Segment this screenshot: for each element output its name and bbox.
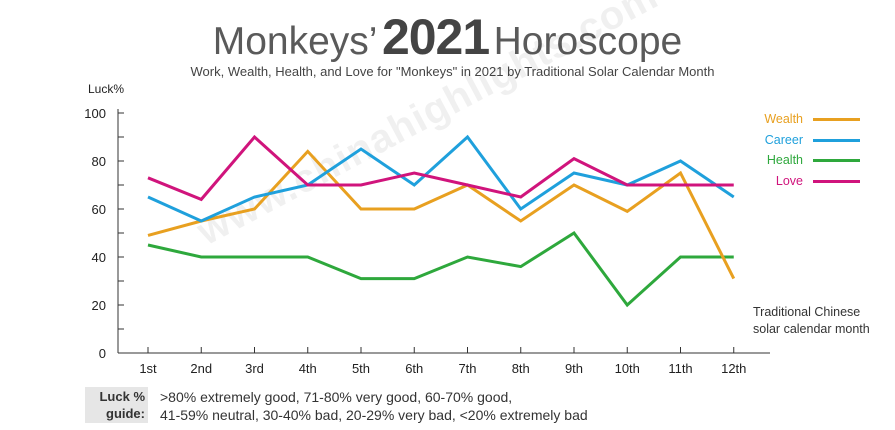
series-line-wealth xyxy=(147,149,736,280)
x-tick-label: 5th xyxy=(352,361,370,376)
y-tick-label: 80 xyxy=(92,154,106,169)
y-tick-label: 100 xyxy=(84,106,106,121)
y-tick-label: 20 xyxy=(92,298,106,313)
luck-guide-text: >80% extremely good, 71-80% very good, 6… xyxy=(160,388,588,424)
series-line-love xyxy=(147,134,734,202)
luck-guide-key-line1: Luck % xyxy=(99,389,145,404)
legend-item-health: Health xyxy=(755,153,865,174)
x-axis-label-line2: solar calendar month xyxy=(753,322,870,336)
x-tick-label: 6th xyxy=(405,361,423,376)
legend-swatch xyxy=(813,159,860,162)
y-tick-label: 40 xyxy=(92,250,106,265)
series-line-career xyxy=(147,134,735,223)
x-tick-label: 9th xyxy=(565,361,583,376)
legend-item-career: Career xyxy=(755,133,865,154)
legend-label: Love xyxy=(775,173,803,188)
luck-guide-key: Luck % guide: xyxy=(85,387,148,423)
luck-guide-line1: >80% extremely good, 71-80% very good, 6… xyxy=(160,389,513,405)
x-tick-label: 10th xyxy=(615,361,640,376)
legend: Wealth Career Health Love xyxy=(755,112,865,194)
legend-item-love: Love xyxy=(755,174,865,195)
y-tick-label: 0 xyxy=(99,346,106,361)
x-tick-label: 4th xyxy=(299,361,317,376)
x-axis-label: Traditional Chinese solar calendar month xyxy=(753,304,870,338)
legend-label: Health xyxy=(766,153,803,167)
legend-item-wealth: Wealth xyxy=(755,112,865,133)
x-tick-label: 8th xyxy=(512,361,530,376)
x-tick-label: 11th xyxy=(668,361,692,376)
legend-swatch xyxy=(813,179,860,183)
title-year: 2021 xyxy=(381,9,490,65)
x-tick-label: 2nd xyxy=(190,361,212,376)
luck-guide-line2: 41-59% neutral, 30-40% bad, 20-29% very … xyxy=(160,407,588,423)
x-tick-label: 3rd xyxy=(245,361,264,376)
x-tick-label: 12th xyxy=(721,361,746,376)
legend-label: Career xyxy=(764,132,803,147)
x-tick-label: 1st xyxy=(139,361,157,376)
title-prefix: Monkeys’ xyxy=(212,20,378,63)
legend-swatch xyxy=(813,118,860,121)
x-axis-label-line1: Traditional Chinese xyxy=(753,305,861,319)
x-tick-label: 7th xyxy=(458,361,476,376)
chart-subtitle: Work, Wealth, Health, and Love for "Monk… xyxy=(190,64,715,79)
title-suffix: Horoscope xyxy=(493,20,683,63)
luck-guide-key-line2: guide: xyxy=(106,406,145,421)
legend-label: Wealth xyxy=(764,112,803,126)
y-axis-label: Luck% xyxy=(88,82,125,96)
legend-swatch xyxy=(813,138,860,142)
chart-title: Monkeys’ 2021 Horoscope xyxy=(0,8,895,66)
y-tick-label: 60 xyxy=(92,202,106,217)
series-line-health xyxy=(147,230,734,308)
